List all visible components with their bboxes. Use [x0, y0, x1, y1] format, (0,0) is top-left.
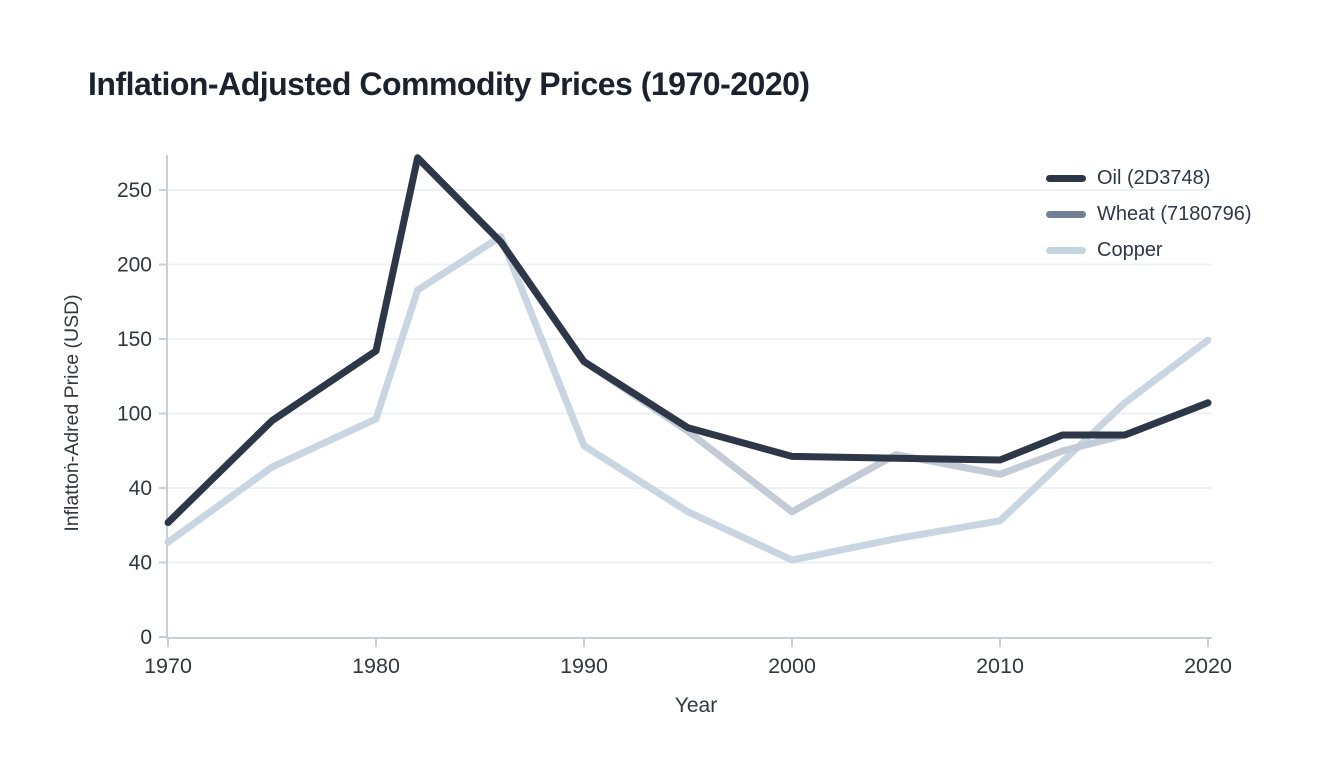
x-tick-label: 1970	[144, 654, 192, 678]
x-tick-label: 2010	[976, 654, 1024, 678]
y-tick-label: 40	[129, 552, 152, 575]
x-tick-label: 1990	[560, 654, 608, 678]
legend-swatch-icon	[1046, 246, 1086, 254]
legend-label: Oil (2D3748)	[1097, 166, 1211, 189]
oil-series-line	[164, 154, 1212, 527]
legend-label: Wheat (7180796)	[1097, 202, 1252, 225]
x-tick-label: 1980	[352, 654, 400, 678]
legend-item-copper: Copper	[1046, 239, 1252, 261]
x-axis-title: Year	[675, 694, 717, 717]
y-tick-label: 0	[140, 626, 152, 649]
chart-legend: Oil (2D3748) Wheat (7180796) Copper	[1046, 167, 1252, 261]
chart-title: Inflation-Adjusted Commodity Prices (197…	[88, 66, 810, 102]
y-tick-label: 200	[117, 254, 152, 277]
x-tick-label: 2000	[768, 654, 816, 678]
legend-swatch-icon	[1046, 174, 1086, 182]
y-tick-label: 40	[129, 477, 152, 500]
y-axis-title: Inflattoṅ-Adred Price (USD)	[61, 294, 83, 531]
legend-item-wheat: Wheat (7180796)	[1046, 203, 1252, 225]
y-tick-label: 150	[117, 328, 152, 351]
legend-swatch-icon	[1046, 210, 1086, 218]
legend-item-oil: Oil (2D3748)	[1046, 167, 1252, 189]
copper-series-line	[164, 233, 1212, 564]
y-tick-label: 250	[117, 179, 152, 202]
x-tick-label: 2020	[1184, 654, 1232, 678]
legend-label: Copper	[1097, 238, 1163, 261]
y-tick-label: 100	[117, 403, 152, 426]
